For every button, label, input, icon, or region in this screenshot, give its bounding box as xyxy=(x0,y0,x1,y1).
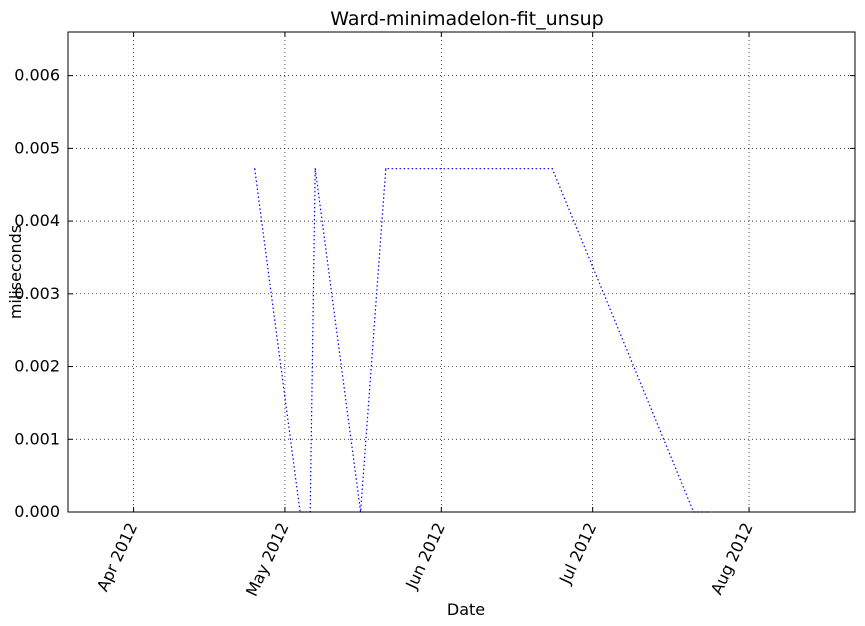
data-point xyxy=(314,168,316,170)
y-tick-label: 0.004 xyxy=(14,211,60,230)
y-tick-label: 0.006 xyxy=(14,66,60,85)
x-tick-label: May 2012 xyxy=(242,520,293,600)
chart-title: Ward-minimadelon-fit_unsup xyxy=(330,8,603,30)
y-tick-label: 0.000 xyxy=(14,502,60,521)
x-tick-label: Jun 2012 xyxy=(401,520,449,593)
plot-frame xyxy=(67,31,856,513)
x-axis-title: Date xyxy=(447,600,485,619)
data-point xyxy=(254,168,256,170)
y-tick-label: 0.001 xyxy=(14,429,60,448)
y-axis-title: miliseconds xyxy=(6,225,25,319)
series-layer xyxy=(254,168,710,513)
tick-labels: Apr 2012 May 2012 Jun 2012 Jul 2012 Aug 2012… xyxy=(14,66,756,600)
y-tick-label: 0.002 xyxy=(14,357,60,376)
data-point xyxy=(551,168,553,170)
y-tick-label: 0.005 xyxy=(14,138,60,157)
grid xyxy=(68,32,855,513)
ticks xyxy=(68,32,855,513)
x-tick-label: Jul 2012 xyxy=(555,520,600,588)
series-line xyxy=(254,168,709,513)
x-tick-label: Apr 2012 xyxy=(93,520,141,595)
y-tick-label: 0.003 xyxy=(14,284,60,303)
x-tick-label: Aug 2012 xyxy=(707,520,757,598)
data-point xyxy=(385,168,387,170)
